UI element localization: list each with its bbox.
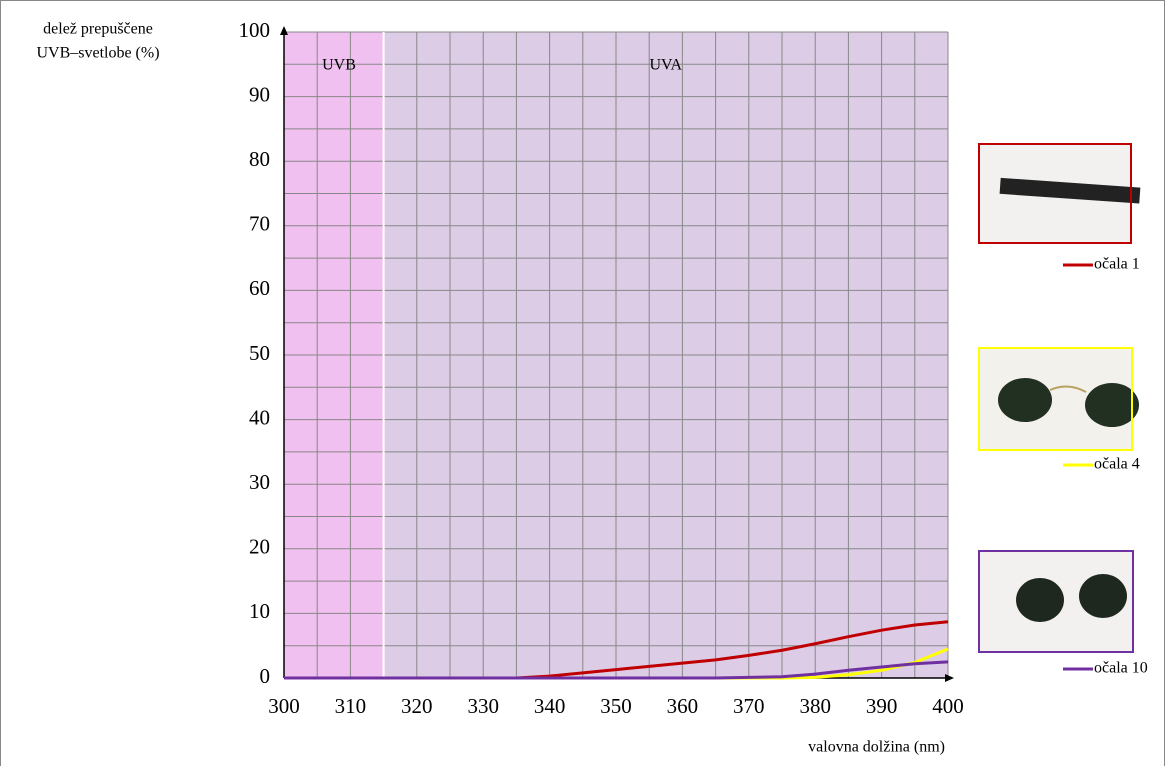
x-tick-label: 340 xyxy=(534,694,566,718)
legend-label: očala 1 xyxy=(1094,256,1140,273)
y-tick-label: 10 xyxy=(249,599,270,623)
y-axis-label: delež prepuščene xyxy=(43,21,153,38)
glasses-4 xyxy=(1085,383,1139,427)
x-tick-label: 310 xyxy=(335,694,367,718)
glasses-10 xyxy=(1079,574,1127,618)
photo-frame xyxy=(978,347,1133,451)
x-tick-label: 350 xyxy=(600,694,632,718)
bridge xyxy=(1049,385,1087,393)
y-tick-label: 70 xyxy=(249,212,270,236)
glasses-1 xyxy=(999,177,1141,204)
photo-frame xyxy=(978,143,1132,244)
y-tick-label: 90 xyxy=(249,82,270,106)
photos xyxy=(979,144,1141,652)
y-tick-label: 40 xyxy=(249,405,270,429)
glasses-10 xyxy=(1016,578,1064,622)
x-tick-label: 320 xyxy=(401,694,433,718)
glasses-4 xyxy=(998,378,1052,422)
y-tick-label: 80 xyxy=(249,147,270,171)
x-tick-label: 390 xyxy=(866,694,898,718)
region-label: UVB xyxy=(322,57,356,74)
legend-label: očala 10 xyxy=(1094,660,1148,677)
y-tick-label: 20 xyxy=(249,535,270,559)
y-tick-label: 60 xyxy=(249,276,270,300)
x-tick-label: 380 xyxy=(799,694,831,718)
arrow xyxy=(280,26,288,35)
x-tick-label: 330 xyxy=(467,694,499,718)
y-tick-label: 30 xyxy=(249,470,270,494)
y-tick-label: 0 xyxy=(260,664,271,688)
x-tick-label: 360 xyxy=(667,694,699,718)
region-label: UVA xyxy=(649,57,682,74)
arrow xyxy=(945,674,954,682)
y-tick-label: 50 xyxy=(249,341,270,365)
photo-frame xyxy=(978,550,1134,653)
x-tick-label: 400 xyxy=(932,694,964,718)
series-line xyxy=(284,660,949,680)
y-tick-label: 100 xyxy=(239,18,271,42)
y-axis-label: UVB–svetlobe (%) xyxy=(36,45,159,62)
x-tick-label: 370 xyxy=(733,694,765,718)
legend-label: očala 4 xyxy=(1094,456,1140,473)
x-tick-label: 300 xyxy=(268,694,300,718)
x-axis-label: valovna dolžina (nm) xyxy=(808,739,945,756)
